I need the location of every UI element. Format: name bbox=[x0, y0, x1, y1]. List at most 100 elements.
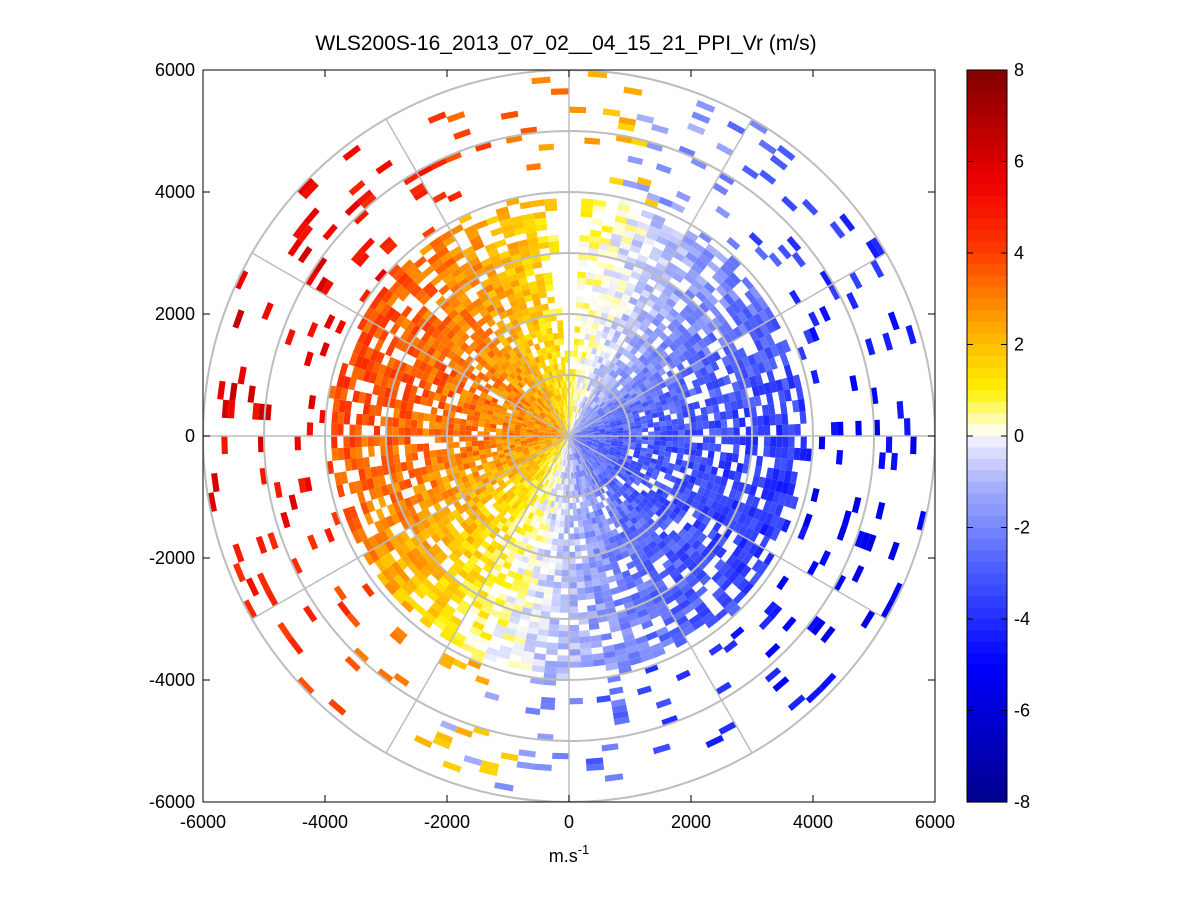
velocity-cell bbox=[779, 352, 790, 367]
velocity-cell bbox=[751, 436, 759, 446]
velocity-cell bbox=[435, 449, 443, 457]
velocity-cell bbox=[598, 442, 605, 446]
velocity-cell bbox=[570, 411, 572, 418]
velocity-cell bbox=[551, 494, 557, 502]
velocity-cell bbox=[532, 428, 540, 432]
velocity-cell bbox=[584, 454, 590, 460]
velocity-cell bbox=[396, 557, 408, 571]
velocity-cell bbox=[644, 198, 659, 209]
velocity-cell bbox=[445, 522, 456, 532]
velocity-cell bbox=[639, 614, 651, 624]
velocity-cell bbox=[736, 549, 749, 562]
velocity-cell bbox=[616, 421, 623, 426]
velocity-cell bbox=[372, 476, 381, 489]
velocity-cell bbox=[757, 425, 765, 436]
velocity-cell bbox=[547, 296, 555, 304]
velocity-cell bbox=[570, 441, 573, 448]
velocity-cell bbox=[645, 452, 653, 459]
velocity-cell bbox=[615, 448, 622, 453]
velocity-cell bbox=[602, 449, 609, 454]
velocity-cell bbox=[384, 581, 397, 596]
velocity-cell bbox=[393, 408, 401, 419]
velocity-cell bbox=[653, 421, 660, 428]
velocity-cell bbox=[725, 452, 733, 462]
velocity-cell bbox=[549, 468, 555, 475]
velocity-cell bbox=[557, 433, 563, 435]
velocity-cell bbox=[638, 509, 647, 518]
velocity-cell bbox=[532, 494, 539, 502]
velocity-cell bbox=[378, 475, 387, 487]
velocity-cell bbox=[789, 471, 798, 485]
velocity-cell bbox=[569, 588, 578, 595]
velocity-cell bbox=[582, 455, 587, 462]
velocity-cell bbox=[460, 342, 470, 352]
velocity-cell bbox=[614, 215, 628, 224]
velocity-cell bbox=[484, 242, 497, 253]
velocity-cell bbox=[453, 128, 471, 140]
colorbar-swatch bbox=[967, 573, 1007, 586]
velocity-cell bbox=[395, 338, 406, 351]
velocity-cell bbox=[560, 508, 566, 516]
velocity-cell bbox=[610, 586, 620, 596]
velocity-cell bbox=[340, 387, 349, 401]
velocity-cell bbox=[648, 252, 661, 263]
velocity-cell bbox=[586, 391, 592, 398]
velocity-cell bbox=[524, 225, 537, 234]
velocity-cell bbox=[561, 387, 565, 394]
velocity-cell bbox=[555, 423, 561, 428]
velocity-cell bbox=[567, 423, 569, 430]
velocity-cell bbox=[290, 557, 303, 575]
velocity-cell bbox=[441, 448, 449, 456]
velocity-cell bbox=[645, 604, 658, 615]
velocity-cell bbox=[578, 425, 585, 430]
velocity-cell bbox=[342, 144, 361, 161]
velocity-cell bbox=[655, 297, 666, 308]
velocity-cell bbox=[450, 528, 461, 538]
velocity-cell bbox=[556, 551, 563, 558]
velocity-cell bbox=[551, 538, 559, 546]
velocity-cell bbox=[672, 328, 683, 338]
velocity-cell bbox=[732, 574, 745, 587]
velocity-cell bbox=[581, 198, 594, 206]
velocity-cell bbox=[465, 535, 476, 545]
velocity-cell bbox=[742, 515, 753, 528]
velocity-cell bbox=[599, 437, 606, 440]
velocity-cell bbox=[759, 522, 770, 536]
velocity-cell bbox=[423, 562, 436, 574]
velocity-cell bbox=[748, 119, 769, 135]
velocity-cell bbox=[478, 505, 488, 514]
velocity-cell bbox=[527, 325, 536, 334]
velocity-cell bbox=[508, 247, 521, 257]
velocity-cell bbox=[555, 557, 563, 564]
velocity-cell bbox=[763, 415, 770, 426]
velocity-cell bbox=[621, 293, 631, 303]
velocity-cell bbox=[524, 453, 531, 459]
velocity-cell bbox=[365, 359, 376, 372]
velocity-cell bbox=[456, 604, 469, 616]
velocity-cell bbox=[741, 276, 754, 291]
velocity-cell bbox=[728, 488, 738, 500]
velocity-cell bbox=[554, 382, 559, 389]
velocity-cell bbox=[716, 513, 727, 525]
velocity-cell bbox=[562, 563, 569, 571]
velocity-cell bbox=[257, 436, 265, 453]
velocity-cell bbox=[623, 382, 631, 390]
velocity-cell bbox=[510, 279, 520, 288]
velocity-cell bbox=[542, 366, 549, 374]
velocity-cell bbox=[406, 550, 418, 563]
velocity-cell bbox=[662, 302, 673, 313]
velocity-cell bbox=[665, 468, 674, 476]
velocity-cell bbox=[490, 374, 498, 383]
velocity-cell bbox=[605, 466, 612, 473]
velocity-cell bbox=[550, 364, 555, 372]
velocity-cell bbox=[508, 436, 515, 440]
velocity-cell bbox=[616, 285, 626, 294]
velocity-cell bbox=[664, 451, 672, 458]
velocity-cell bbox=[582, 302, 590, 310]
colorbar-swatch bbox=[967, 699, 1007, 712]
velocity-cell bbox=[612, 500, 620, 508]
velocity-cell bbox=[655, 354, 664, 364]
velocity-cell bbox=[678, 145, 696, 158]
velocity-cell bbox=[572, 459, 576, 467]
velocity-cell bbox=[580, 376, 585, 383]
